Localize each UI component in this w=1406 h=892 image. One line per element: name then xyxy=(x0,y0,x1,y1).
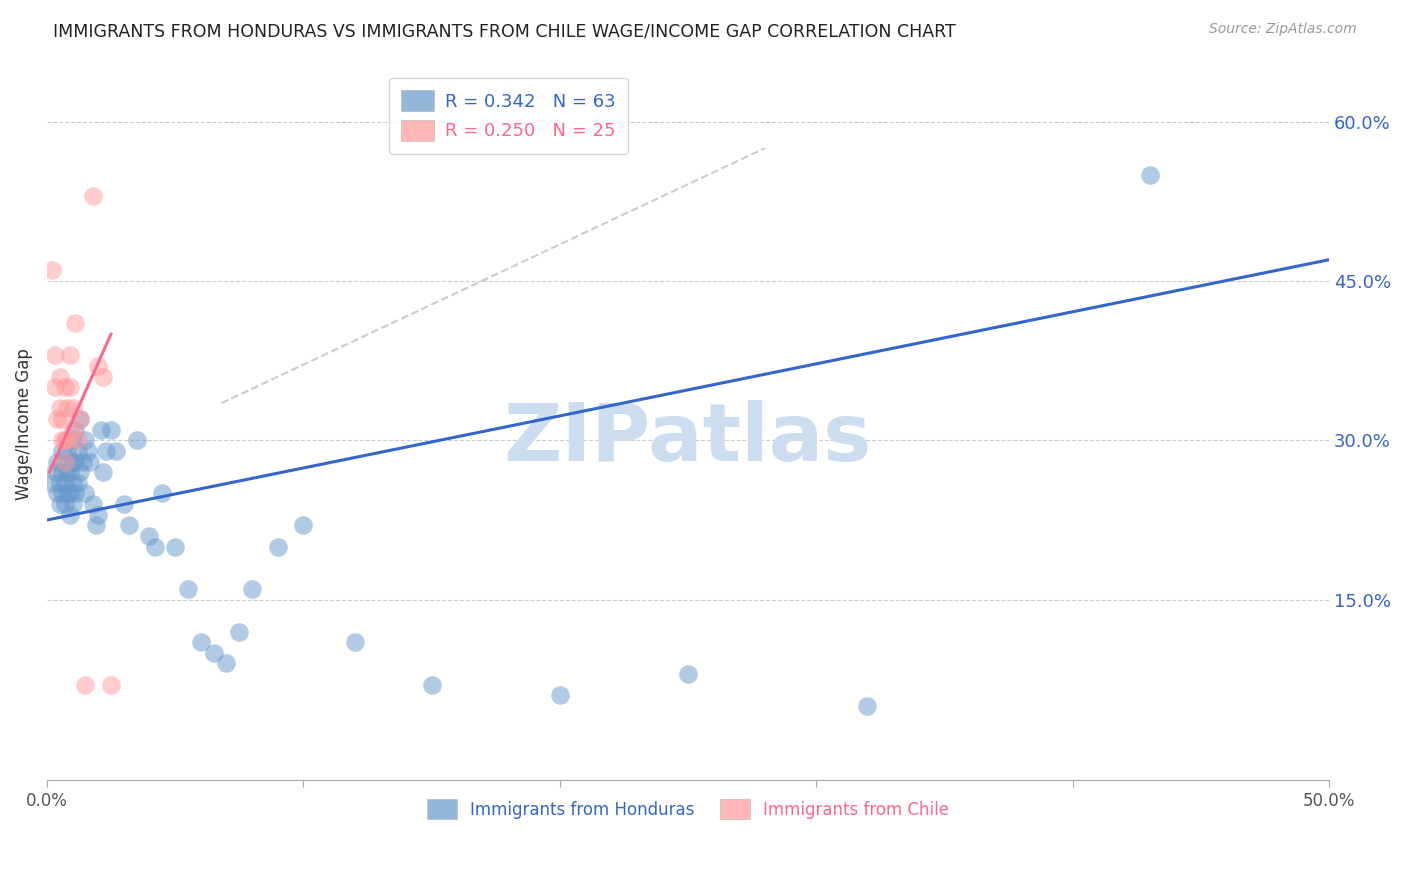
Point xyxy=(56,465,79,479)
Point xyxy=(63,423,86,437)
Point xyxy=(215,657,238,671)
Text: Source: ZipAtlas.com: Source: ZipAtlas.com xyxy=(1209,22,1357,37)
Point xyxy=(59,486,82,500)
Point xyxy=(266,540,288,554)
Point xyxy=(138,529,160,543)
Point xyxy=(56,486,79,500)
Point xyxy=(51,444,73,458)
Point xyxy=(51,465,73,479)
Point xyxy=(41,475,63,490)
Point xyxy=(112,497,135,511)
Point xyxy=(53,497,76,511)
Point xyxy=(59,508,82,522)
Point xyxy=(87,359,110,373)
Y-axis label: Wage/Income Gap: Wage/Income Gap xyxy=(15,349,32,500)
Point xyxy=(91,465,114,479)
Point xyxy=(63,486,86,500)
Point xyxy=(165,540,187,554)
Point xyxy=(51,412,73,426)
Point xyxy=(53,454,76,468)
Point xyxy=(856,698,879,713)
Point xyxy=(48,369,70,384)
Point xyxy=(343,635,366,649)
Point xyxy=(59,465,82,479)
Point xyxy=(90,423,112,437)
Text: IMMIGRANTS FROM HONDURAS VS IMMIGRANTS FROM CHILE WAGE/INCOME GAP CORRELATION CH: IMMIGRANTS FROM HONDURAS VS IMMIGRANTS F… xyxy=(53,22,956,40)
Point xyxy=(48,401,70,416)
Point xyxy=(72,454,94,468)
Point xyxy=(105,444,128,458)
Point xyxy=(62,475,84,490)
Point xyxy=(82,189,104,203)
Point xyxy=(69,412,91,426)
Point xyxy=(84,518,107,533)
Point xyxy=(44,348,66,362)
Point xyxy=(77,444,100,458)
Point xyxy=(75,434,97,448)
Point xyxy=(75,486,97,500)
Point xyxy=(150,486,173,500)
Point xyxy=(69,465,91,479)
Point xyxy=(53,434,76,448)
Point xyxy=(66,475,89,490)
Point xyxy=(53,380,76,394)
Point xyxy=(46,454,69,468)
Point xyxy=(292,518,315,533)
Point xyxy=(676,667,699,681)
Point xyxy=(228,624,250,639)
Point xyxy=(56,401,79,416)
Point xyxy=(118,518,141,533)
Point xyxy=(91,369,114,384)
Point xyxy=(66,434,89,448)
Point xyxy=(63,454,86,468)
Point xyxy=(177,582,200,596)
Point xyxy=(125,434,148,448)
Point xyxy=(62,423,84,437)
Point xyxy=(53,454,76,468)
Point xyxy=(82,497,104,511)
Point xyxy=(202,646,225,660)
Point xyxy=(53,475,76,490)
Point xyxy=(240,582,263,596)
Point xyxy=(59,380,82,394)
Point xyxy=(56,444,79,458)
Point xyxy=(44,380,66,394)
Point xyxy=(420,678,443,692)
Point xyxy=(51,486,73,500)
Point xyxy=(46,486,69,500)
Point xyxy=(62,454,84,468)
Point xyxy=(190,635,212,649)
Point xyxy=(79,454,101,468)
Point xyxy=(62,401,84,416)
Point xyxy=(100,678,122,692)
Point xyxy=(94,444,117,458)
Point xyxy=(75,678,97,692)
Point xyxy=(62,434,84,448)
Text: ZIPatlas: ZIPatlas xyxy=(503,400,872,477)
Point xyxy=(48,475,70,490)
Point xyxy=(100,423,122,437)
Point xyxy=(66,444,89,458)
Point xyxy=(548,688,571,702)
Point xyxy=(87,508,110,522)
Point xyxy=(143,540,166,554)
Point xyxy=(69,412,91,426)
Point xyxy=(56,434,79,448)
Point xyxy=(51,434,73,448)
Point xyxy=(59,348,82,362)
Point xyxy=(48,497,70,511)
Point xyxy=(44,465,66,479)
Point xyxy=(46,412,69,426)
Legend: Immigrants from Honduras, Immigrants from Chile: Immigrants from Honduras, Immigrants fro… xyxy=(420,793,956,825)
Point xyxy=(63,317,86,331)
Point xyxy=(1139,168,1161,182)
Point xyxy=(62,497,84,511)
Point xyxy=(41,263,63,277)
